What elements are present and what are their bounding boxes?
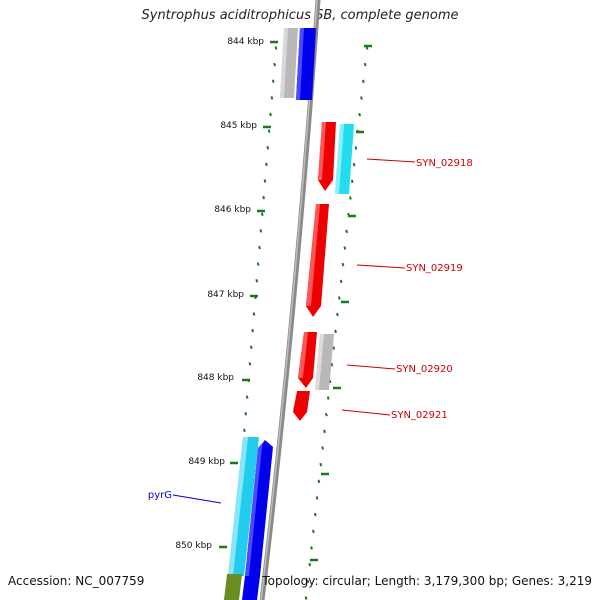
gene-label-syn-02918: SYN_02918 — [416, 158, 473, 169]
outer-guide-dot — [354, 146, 358, 150]
outer-guide-dot — [361, 79, 365, 84]
outer-guide-dot — [348, 196, 352, 200]
gene-olive-bottom — [224, 574, 242, 600]
leader-syn-02918 — [366, 158, 416, 163]
inner-guide-dot — [258, 245, 261, 250]
gene-label-pyrg: pyrG — [148, 490, 172, 501]
leader-syn-02921 — [341, 409, 391, 416]
tick-marks — [219, 40, 278, 549]
outer-guide-dot — [337, 296, 341, 300]
leader-syn-02919 — [356, 264, 406, 269]
outer-guide-dot — [343, 246, 347, 250]
gene-syn-02920-shade — [298, 332, 308, 378]
gene-pyrg-blue-shade — [245, 440, 265, 576]
leader-syn-02920 — [346, 364, 396, 370]
inner-guide-dot — [273, 62, 276, 67]
outer-guide-dot — [336, 312, 339, 317]
genome-backbone — [259, 0, 321, 600]
tick-label-846: 846 kbp — [214, 205, 251, 215]
gene-syn-02918-shade — [318, 122, 326, 180]
genome-backbone-highlight — [260, 0, 318, 600]
inner-guide-dot — [274, 46, 278, 50]
tick-label-847: 847 kbp — [207, 290, 244, 300]
inner-guide-dot — [256, 262, 260, 266]
tick-label-844: 844 kbp — [227, 37, 264, 47]
outer-guide-dot — [332, 346, 336, 350]
outer-guide-dot — [324, 412, 328, 417]
gene-label-syn-02919: SYN_02919 — [406, 263, 463, 274]
gene-grey-02920-shade — [315, 334, 324, 390]
accession-text: Accession: NC_007759 — [8, 574, 145, 588]
inner-guide-dot — [266, 145, 270, 150]
outer-guide-dot — [312, 529, 315, 534]
tick-label-849: 849 kbp — [188, 457, 225, 467]
inner-guide-dot — [259, 229, 263, 233]
outer-guide-dot — [321, 446, 325, 450]
outer-guide-dot — [315, 496, 319, 500]
gene-pyrg-cyan-shade — [228, 437, 248, 576]
outer-guide-dot — [350, 179, 354, 184]
inner-guide-dot — [252, 312, 256, 316]
outer-guide-dot — [304, 596, 308, 600]
map-title: Syntrophus aciditrophicus SB, complete g… — [141, 8, 459, 23]
outer-guide-dot — [317, 479, 321, 484]
outer-guide-dot — [323, 429, 326, 434]
inner-guide-dot — [244, 411, 248, 416]
inner-guide-dot — [267, 129, 271, 133]
outer-guide-dot — [310, 546, 313, 550]
outer-guide-dot — [341, 262, 345, 267]
inner-guide-dot — [263, 179, 267, 183]
inner-guide-dot — [262, 195, 265, 200]
tick-label-850: 850 kbp — [175, 541, 212, 551]
gene-blue-bottom — [242, 576, 260, 600]
gene-grey-top-shade — [280, 28, 288, 98]
outer-guide-dot — [330, 362, 334, 367]
inner-guide-dot — [251, 328, 254, 333]
tick-label-848: 848 kbp — [197, 373, 234, 383]
inner-guide-dot — [255, 278, 259, 283]
gene-syn-02921 — [293, 391, 310, 421]
outer-guide-dot — [313, 512, 317, 517]
outer-guide-dot — [339, 279, 343, 284]
outer-guide-dot — [363, 62, 367, 67]
outer-guide-dot — [345, 229, 349, 234]
inner-guide-dot — [243, 428, 246, 433]
inner-guide-dot — [271, 79, 275, 84]
outer-guide-dot — [352, 162, 356, 167]
outer-guide-dot — [358, 112, 361, 117]
outer-guide-dot — [319, 462, 323, 467]
inner-guide-dot — [249, 345, 253, 350]
tick-label-845: 845 kbp — [220, 121, 257, 131]
inner-guide-dot — [245, 395, 249, 399]
outer-guide-dot — [326, 396, 330, 400]
outer-guide-dot — [334, 329, 337, 334]
inner-guide-dot — [248, 362, 252, 366]
dotted-guide-lines — [230, 44, 372, 600]
gene-label-syn-02921: SYN_02921 — [391, 410, 448, 421]
gene-cyan-02918-shade — [335, 124, 344, 194]
inner-guide-dot — [260, 212, 264, 217]
gene-label-syn-02920: SYN_02920 — [396, 364, 453, 375]
inner-guide-dot — [269, 112, 272, 117]
inner-guide-dot — [265, 162, 268, 167]
gene-syn-02919-shade — [306, 204, 320, 306]
leader-pyrg — [172, 494, 222, 504]
genome-summary-text: Topology: circular; Length: 3,179,300 bp… — [262, 574, 592, 588]
outer-guide-dot — [360, 96, 363, 100]
outer-guide-dot — [306, 579, 310, 584]
inner-guide-dot — [270, 96, 274, 100]
gene-blue-top-shade — [296, 28, 304, 100]
outer-guide-dot — [308, 562, 312, 567]
